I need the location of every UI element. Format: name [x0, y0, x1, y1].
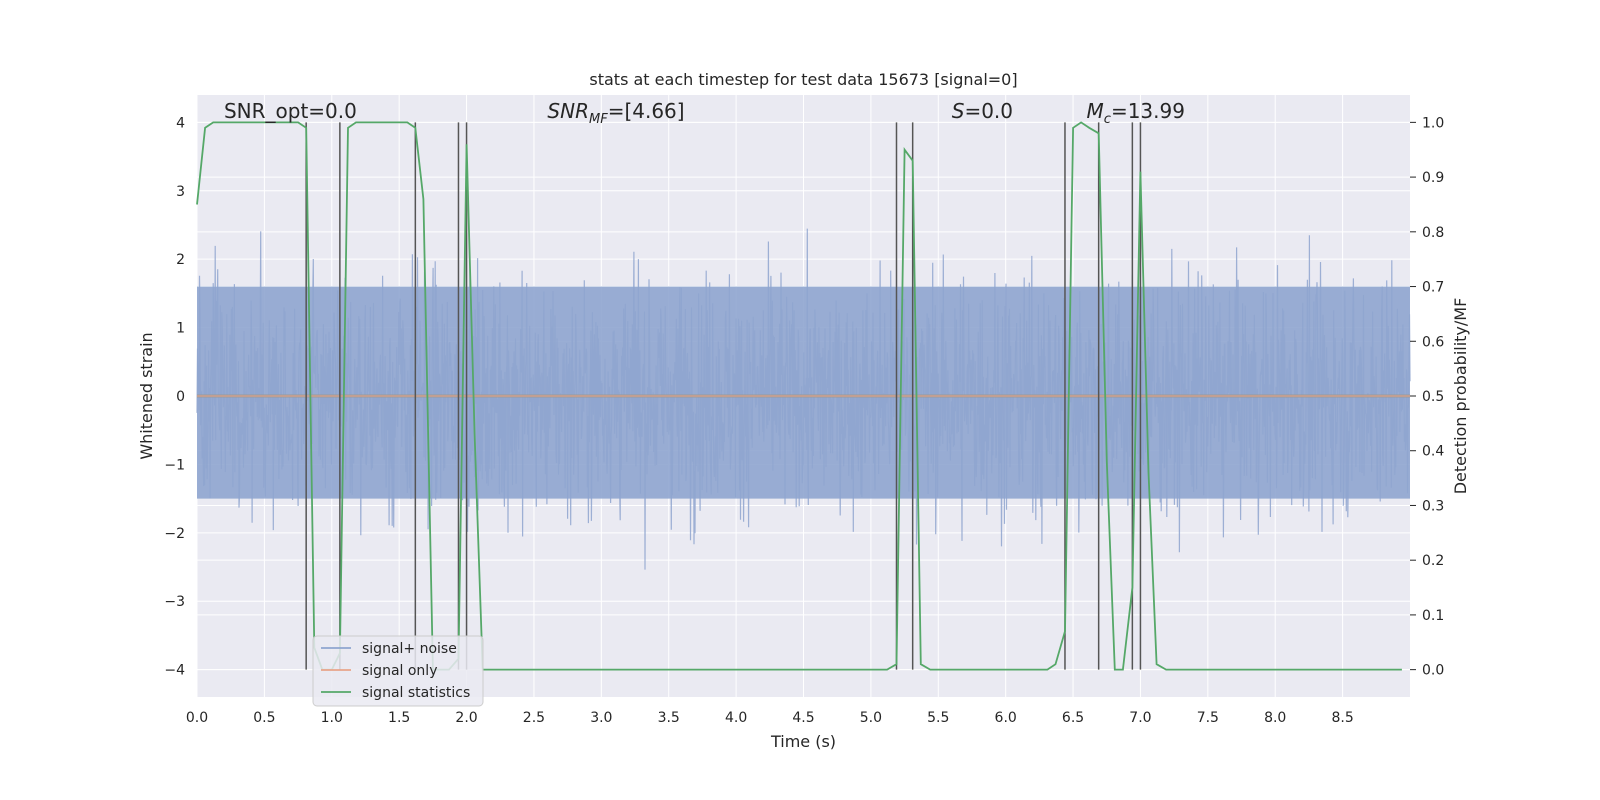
y-left-tick-label: −2	[164, 526, 185, 542]
y-right-tick-label: 0.2	[1422, 553, 1444, 569]
y-left-tick-label: 1	[176, 321, 185, 337]
x-axis-ticks: 0.0 0.5 1.0 1.5 2.0 2.5 3.0 3.5 4.0 4.5 5.0 5.5 6.0 6…	[186, 710, 1354, 726]
y-left-axis-ticks: −4 −3 −2 −1 0 1 2 3 4	[164, 115, 185, 678]
y-right-axis-ticks: 0.0 0.1 0.2 0.3 0.4 0.5 0.6 0.7 0.8 0.9 1.0	[1410, 115, 1444, 679]
y-left-tick-label: 0	[176, 389, 185, 405]
annotations: SNR_opt=0.0 SNRMF=[4.66] S=0.0 Mc=13.99	[224, 99, 1185, 127]
x-axis-label: Time (s)	[770, 732, 836, 751]
y-right-tick-label: 0.1	[1422, 608, 1444, 624]
x-tick-label: 7.0	[1129, 710, 1151, 726]
x-tick-label: 4.0	[725, 710, 747, 726]
x-tick-label: 2.5	[523, 710, 545, 726]
chart-title: stats at each timestep for test data 156…	[589, 70, 1017, 89]
y-right-tick-label: 0.4	[1422, 444, 1444, 460]
y-left-tick-label: −3	[164, 594, 185, 610]
y-right-tick-label: 0.9	[1422, 170, 1444, 186]
noise-dense-band	[197, 286, 1410, 499]
y-right-tick-label: 0.6	[1422, 334, 1444, 350]
x-tick-label: 8.5	[1331, 710, 1353, 726]
series-signal-noise	[196, 228, 1411, 570]
legend-label: signal statistics	[362, 685, 470, 701]
y-left-tick-label: −1	[164, 457, 185, 473]
y-right-tick-label: 0.5	[1422, 389, 1444, 405]
y-left-tick-label: 3	[176, 184, 185, 200]
y-left-tick-label: 4	[176, 115, 185, 131]
annotation-text: SNRMF=[4.66]	[547, 99, 684, 127]
legend-label: signal+ noise	[362, 641, 457, 657]
y-right-axis-label: Detection probability/MF	[1451, 298, 1470, 495]
y-right-tick-label: 0.8	[1422, 225, 1444, 241]
y-left-tick-label: −4	[164, 663, 185, 679]
annotation-text: SNR_opt=0.0	[224, 99, 357, 123]
legend-box	[312, 635, 484, 707]
y-left-tick-label: 2	[176, 252, 185, 268]
x-tick-label: 3.5	[658, 710, 680, 726]
x-tick-label: 1.0	[321, 710, 343, 726]
y-right-tick-label: 0.0	[1422, 663, 1444, 679]
annotation-text: Mc=13.99	[1087, 99, 1185, 127]
x-tick-label: 0.0	[186, 710, 208, 726]
x-tick-label: 8.0	[1264, 710, 1286, 726]
x-tick-label: 6.0	[995, 710, 1017, 726]
x-tick-label: 1.5	[388, 710, 410, 726]
legend: signal+ noise signal only signal statistic…	[312, 635, 484, 707]
x-tick-label: 7.5	[1197, 710, 1219, 726]
x-tick-label: 4.5	[792, 710, 814, 726]
x-tick-label: 6.5	[1062, 710, 1084, 726]
legend-label: signal only	[362, 663, 437, 679]
y-right-tick-label: 0.7	[1422, 280, 1444, 296]
x-tick-label: 5.5	[927, 710, 949, 726]
y-right-tick-label: 1.0	[1422, 115, 1444, 131]
x-tick-label: 5.0	[860, 710, 882, 726]
x-tick-label: 3.0	[590, 710, 612, 726]
x-tick-label: 2.0	[455, 710, 477, 726]
y-left-axis-label: Whitened strain	[137, 332, 156, 459]
annotation-text: S=0.0	[952, 99, 1013, 123]
y-right-tick-label: 0.3	[1422, 498, 1444, 514]
x-tick-label: 0.5	[253, 710, 275, 726]
